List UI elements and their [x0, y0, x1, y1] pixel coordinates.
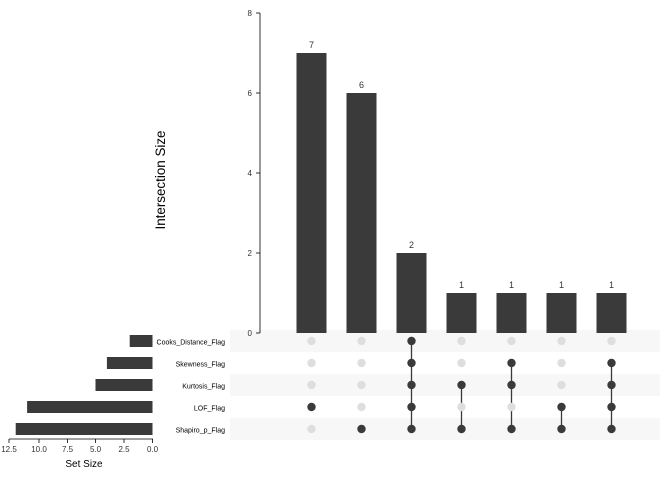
- svg-text:1: 1: [609, 280, 614, 290]
- svg-text:5.0: 5.0: [90, 445, 102, 454]
- svg-text:6: 6: [248, 89, 253, 98]
- svg-text:4: 4: [248, 169, 253, 178]
- svg-text:LOF_Flag: LOF_Flag: [194, 406, 225, 413]
- svg-text:7: 7: [309, 40, 314, 50]
- svg-text:6: 6: [359, 80, 364, 90]
- svg-text:2: 2: [248, 249, 253, 258]
- svg-text:10.0: 10.0: [31, 445, 47, 454]
- svg-text:2: 2: [409, 240, 414, 250]
- svg-text:1: 1: [559, 280, 564, 290]
- svg-text:0: 0: [248, 329, 253, 338]
- svg-text:12.5: 12.5: [1, 445, 17, 454]
- svg-text:2.5: 2.5: [118, 445, 130, 454]
- svg-text:1: 1: [509, 280, 514, 290]
- svg-text:Skewness_Flag: Skewness_Flag: [176, 362, 226, 369]
- svg-text:7.5: 7.5: [62, 445, 74, 454]
- svg-text:Kurtosis_Flag: Kurtosis_Flag: [182, 384, 225, 391]
- svg-text:8: 8: [248, 9, 253, 18]
- svg-text:0.0: 0.0: [147, 445, 159, 454]
- svg-text:Intersection Size: Intersection Size: [153, 131, 168, 230]
- svg-text:Set Size: Set Size: [65, 459, 103, 470]
- svg-text:Shapiro_p_Flag: Shapiro_p_Flag: [176, 428, 226, 435]
- svg-text:Cooks_Distance_Flag: Cooks_Distance_Flag: [157, 340, 226, 347]
- svg-text:1: 1: [459, 280, 464, 290]
